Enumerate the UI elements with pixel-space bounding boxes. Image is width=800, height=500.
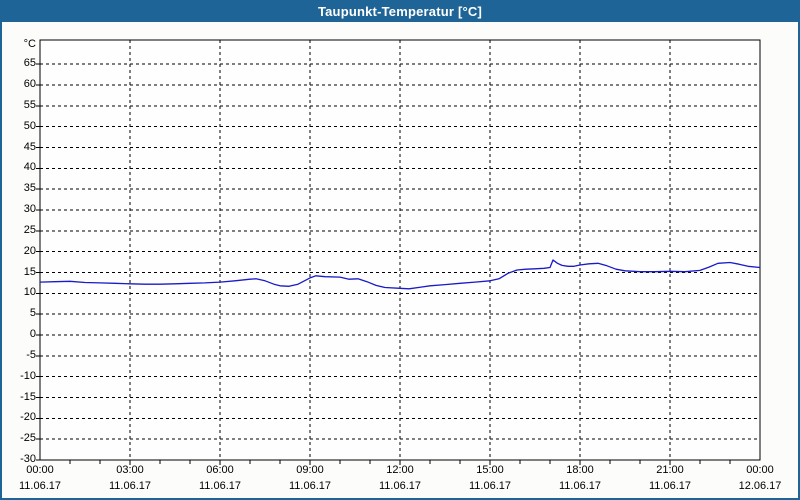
- y-tick-label: 20: [23, 244, 36, 257]
- y-tick-label: 65: [23, 57, 36, 70]
- x-tick-date-label: 11.06.17: [558, 480, 601, 492]
- x-tick-date-label: 11.06.17: [18, 480, 61, 492]
- y-tick-label: 40: [23, 161, 36, 174]
- x-tick-time-label: 15:00: [476, 464, 504, 476]
- x-tick-time-label: 21:00: [656, 464, 684, 476]
- y-tick-label: 25: [23, 223, 36, 236]
- x-tick-time-label: 18:00: [566, 464, 594, 476]
- x-tick-date-label: 11.06.17: [198, 480, 241, 492]
- x-tick-date-label: 11.06.17: [378, 480, 421, 492]
- x-tick-time-label: 12:00: [386, 464, 414, 476]
- titlebar: Taupunkt-Temperatur [°C]: [0, 0, 800, 22]
- y-tick-label: -10: [20, 369, 36, 382]
- x-tick-time-label: 03:00: [116, 464, 144, 476]
- chart-title: Taupunkt-Temperatur [°C]: [317, 3, 483, 19]
- y-tick-label: -30: [20, 453, 36, 465]
- x-tick-date-label: 11.06.17: [468, 480, 511, 492]
- y-tick-label: 60: [23, 78, 36, 90]
- y-tick-label: -5: [26, 348, 36, 361]
- x-tick-time-label: 09:00: [296, 464, 324, 476]
- y-tick-label: 55: [23, 98, 36, 111]
- y-tick-label: 10: [23, 286, 36, 299]
- y-axis-unit-label: °C: [23, 38, 36, 51]
- y-tick-label: 45: [23, 140, 36, 153]
- x-tick-date-label: 11.06.17: [108, 480, 151, 492]
- y-tick-label: 0: [29, 328, 36, 340]
- y-tick-label: 15: [23, 265, 36, 278]
- x-tick-date-label: 12.06.17: [738, 480, 782, 492]
- x-tick-time-label: 00:00: [26, 464, 54, 476]
- y-tick-label: 35: [23, 182, 36, 195]
- y-tick-label: 30: [23, 203, 36, 215]
- y-tick-label: 5: [29, 307, 36, 320]
- y-tick-label: -20: [20, 411, 36, 424]
- x-tick-time-label: 00:00: [746, 464, 774, 476]
- data-line-taupunkt-temperatur: [39, 259, 761, 290]
- y-tick-label: -25: [20, 432, 36, 445]
- x-tick-date-label: 11.06.17: [288, 480, 331, 492]
- y-tick-label: 50: [23, 119, 36, 132]
- y-tick-label: -15: [20, 390, 36, 403]
- x-tick-date-label: 11.06.17: [648, 480, 691, 492]
- x-tick-time-label: 06:00: [206, 464, 234, 476]
